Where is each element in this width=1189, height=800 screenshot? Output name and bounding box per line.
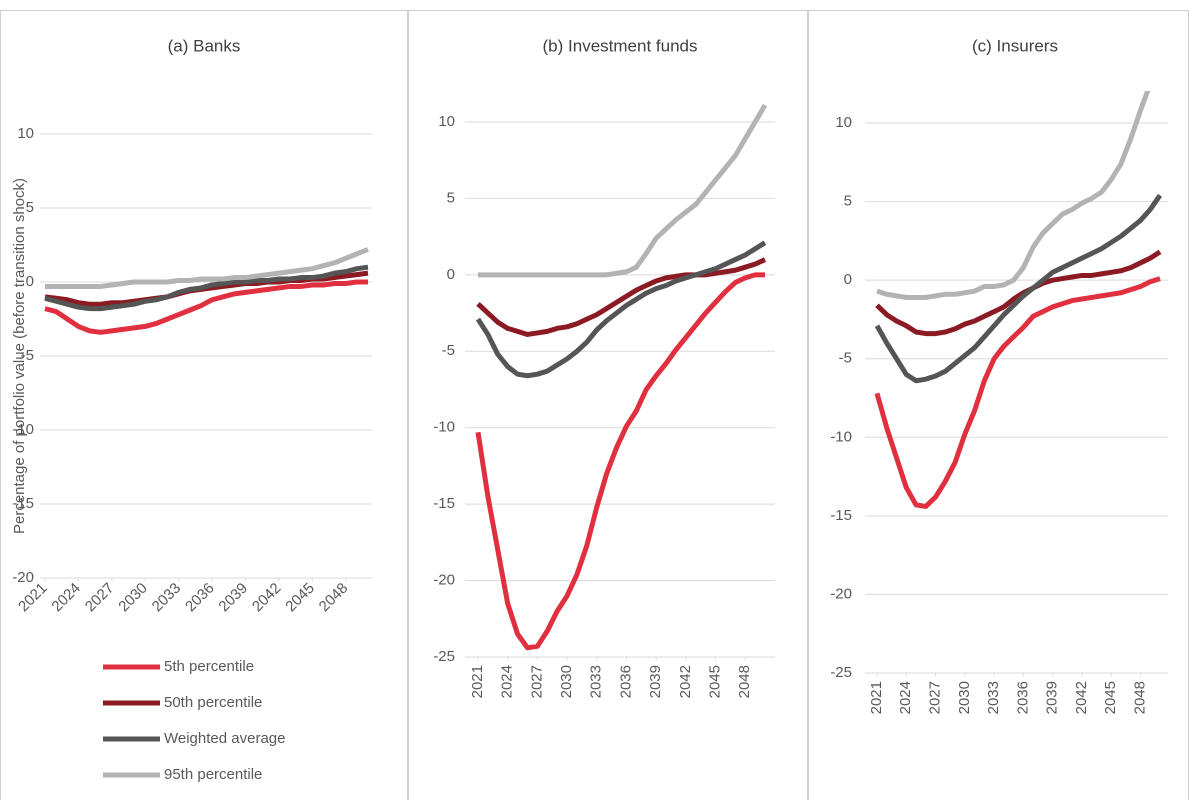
x-tick-label: 2039: [1044, 681, 1061, 714]
x-tick-label: 2033: [985, 681, 1002, 714]
series-line: [44, 279, 368, 335]
legend-label: Weighted average: [164, 730, 285, 747]
x-tick-label: 2027: [927, 681, 944, 714]
y-tick-label: 10: [438, 113, 455, 130]
chart-title: (b) Investment funds: [543, 36, 698, 55]
plot-lines: [44, 247, 369, 335]
series-line: [874, 276, 1161, 509]
y-tick-label: 10: [835, 114, 852, 131]
x-tick-label: 2048: [316, 580, 352, 616]
y-tick-label: -20: [830, 585, 852, 602]
y-tick-label: -15: [830, 507, 852, 524]
y-tick-label: -10: [12, 421, 34, 438]
x-tick-label: 2024: [897, 681, 914, 714]
x-tick-label: 2039: [215, 580, 251, 616]
series-line: [44, 264, 369, 312]
legend-label: 5th percentile: [164, 658, 254, 675]
series-line: [876, 91, 1151, 300]
x-tick-label: 2033: [149, 580, 185, 616]
y-tick-label: -15: [12, 495, 34, 512]
chart-title: (a) Banks: [168, 36, 241, 55]
series-line: [874, 193, 1163, 384]
y-tick-label: -20: [433, 572, 455, 589]
x-tick-label: 2030: [115, 580, 151, 616]
x-tick-label: 2021: [469, 665, 486, 698]
series-line: [475, 272, 765, 651]
x-tick-label: 2036: [182, 580, 218, 616]
x-tick-label: 2036: [1014, 681, 1031, 714]
y-tick-label: 0: [26, 273, 34, 290]
y-tick-label: 0: [844, 271, 852, 288]
series-line: [45, 247, 369, 289]
y-tick-label: 5: [844, 193, 852, 210]
x-tick-label: 2027: [528, 665, 545, 698]
x-tick-label: 2030: [558, 665, 575, 698]
y-axis-label: Percentage of portfolio value (before tr…: [11, 178, 28, 534]
x-tick-label: 2036: [617, 665, 634, 698]
y-tick-label: -20: [12, 569, 34, 586]
plot-lines: [475, 103, 768, 651]
y-tick-label: -10: [830, 428, 852, 445]
series-line: [478, 103, 768, 278]
series-line: [475, 240, 767, 379]
x-tick-label: 2033: [588, 665, 605, 698]
y-tick-label: 5: [26, 199, 34, 216]
y-tick-label: 10: [17, 125, 34, 142]
x-tick-label: 2042: [1073, 681, 1090, 714]
y-tick-label: -25: [433, 648, 455, 665]
series-line: [875, 249, 1162, 337]
x-tick-label: 2021: [868, 681, 885, 714]
y-tick-label: -25: [830, 664, 852, 681]
x-tick-label: 2045: [1102, 681, 1119, 714]
x-tick-label: 2042: [249, 580, 285, 616]
x-tick-label: 2024: [48, 580, 84, 616]
y-tick-label: 0: [447, 266, 455, 283]
x-tick-label: 2045: [706, 665, 723, 698]
y-tick-label: -5: [442, 342, 455, 359]
y-tick-label: -5: [21, 347, 34, 364]
y-tick-label: 5: [447, 189, 455, 206]
chart-title: (c) Insurers: [972, 36, 1058, 55]
y-tick-label: -5: [839, 350, 852, 367]
series-line: [476, 257, 767, 337]
x-tick-label: 2027: [82, 580, 118, 616]
x-tick-label: 2039: [647, 665, 664, 698]
plot-lines: [874, 91, 1163, 509]
legend-label: 95th percentile: [164, 766, 262, 783]
x-tick-label: 2045: [282, 580, 318, 616]
legend-label: 50th percentile: [164, 694, 262, 711]
x-tick-label: 2042: [677, 665, 694, 698]
x-tick-label: 2048: [1131, 681, 1148, 714]
y-tick-label: -15: [433, 495, 455, 512]
y-tick-label: -10: [433, 419, 455, 436]
x-tick-label: 2024: [499, 665, 516, 698]
x-tick-label: 2048: [736, 665, 753, 698]
x-tick-label: 2030: [956, 681, 973, 714]
